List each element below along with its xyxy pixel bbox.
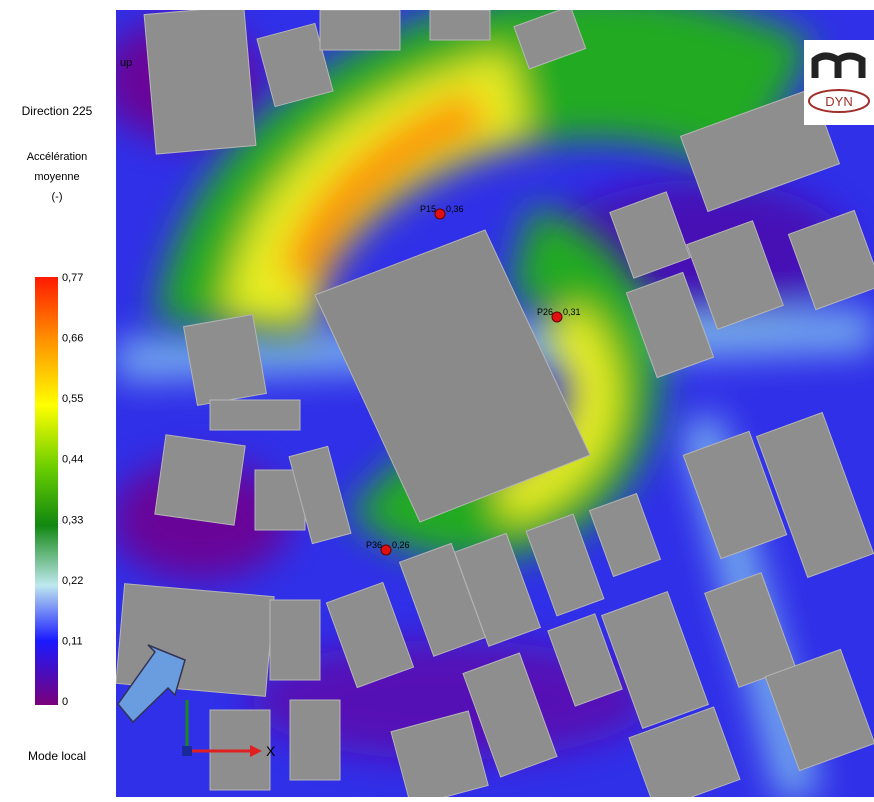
x-axis-label: X [266,743,276,759]
map [116,10,874,797]
probes: P15 0,36 P26 0,31 P36 0,26 [366,204,581,556]
logo-ring [808,89,870,113]
quantity: Accélération [27,151,88,163]
probe-name: P26 [537,307,553,317]
quantity: moyenne [34,171,79,183]
probe-name: P15 [420,204,436,214]
color-bar [35,277,58,705]
unit: (-) [52,191,63,203]
wind-arrow [117,644,186,724]
probe-name: P36 [366,540,382,550]
x-arrowhead [250,745,262,757]
probe [380,544,392,556]
tick-label: 0,55 [62,393,83,405]
logo [804,40,874,125]
probe [434,208,446,220]
tick-label: 0,33 [62,514,83,526]
tick-label: 0,66 [62,333,83,345]
tick-label: 0,77 [62,272,83,284]
origin [182,746,192,756]
probe-value: 0,36 [446,204,464,214]
tick-label: 0,22 [62,575,83,587]
probe [551,311,563,323]
tick-label: 0,11 [62,635,83,647]
tick-label: 0 [62,696,68,708]
mode: Mode local [28,749,86,763]
color-bar-ticks: 0,77 0,66 0,55 0,44 0,33 0,22 0,11 0 [62,272,83,708]
tick-label: 0,44 [62,454,83,466]
direction: Direction 225 [22,104,93,118]
logo-text: DYN [825,94,852,109]
probe-value: 0,26 [392,540,410,550]
logo-mark [811,52,866,78]
corner-text: up [120,57,132,69]
probe-value: 0,31 [563,307,581,317]
